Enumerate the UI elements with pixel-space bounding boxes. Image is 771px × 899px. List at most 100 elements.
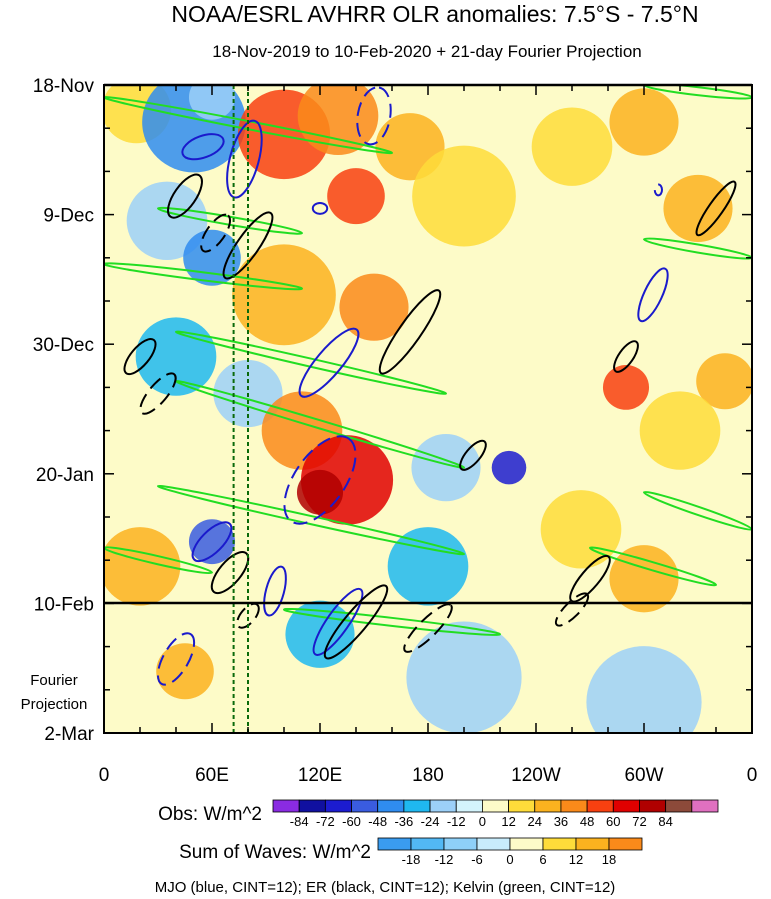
obs-level: 48: [580, 814, 594, 829]
x-tick-label: 120W: [511, 765, 561, 786]
obs-level: 84: [658, 814, 672, 829]
mjo-contour: [637, 267, 669, 323]
waves-swatch: [509, 837, 544, 851]
waves-level: -18: [402, 852, 421, 867]
kelvin-contour: [588, 546, 718, 587]
er-contour: [403, 603, 453, 653]
er-contours: [123, 173, 737, 660]
chart-subtitle: 18-Nov-2019 to 10-Feb-2020 + 21-day Four…: [212, 42, 642, 61]
obs-level: 0: [479, 814, 486, 829]
mjo-contour: [156, 632, 196, 686]
er-contour: [222, 211, 274, 280]
anomaly-blob: [327, 168, 385, 225]
er-contour: [323, 584, 389, 660]
obs-level: -36: [394, 814, 413, 829]
mjo-contour: [356, 86, 392, 146]
waves-level: 18: [602, 852, 616, 867]
waves-swatch: [476, 837, 511, 851]
anomaly-blob: [135, 317, 217, 396]
er-contour: [554, 592, 590, 627]
x-tick-label: 0: [747, 765, 758, 786]
obs-swatch: [639, 799, 667, 813]
axis-ticks: [103, 84, 753, 734]
obs-swatch: [324, 799, 352, 813]
x-tick-label: 60E: [195, 765, 229, 786]
obs-level: -72: [316, 814, 335, 829]
anomaly-blob: [156, 643, 214, 700]
er-contour: [613, 340, 639, 373]
projection-label-line1: Fourier: [30, 672, 78, 689]
obs-swatch: [560, 799, 588, 813]
waves-swatch: [443, 837, 478, 851]
er-contour: [378, 289, 442, 375]
mjo-contour: [311, 202, 329, 215]
anomaly-blob: [663, 174, 733, 243]
anomaly-blob: [696, 353, 752, 410]
y-tick-label: 10-Feb: [34, 594, 94, 615]
mjo-contour: [263, 565, 287, 617]
kelvin-contour: [282, 607, 502, 636]
anomaly-blob: [104, 527, 181, 606]
waves-level: 0: [506, 852, 513, 867]
anomaly-blob: [232, 244, 336, 346]
anomaly-blob: [188, 519, 236, 565]
plot-area: [104, 85, 752, 733]
obs-swatch: [508, 799, 536, 813]
mjo-contour: [298, 327, 360, 398]
obs-swatch: [534, 799, 562, 813]
waves-swatch: [542, 837, 577, 851]
anomaly-blob: [406, 621, 522, 733]
anomaly-blob: [296, 469, 344, 515]
obs-swatch: [482, 799, 509, 813]
er-contour: [167, 173, 203, 219]
obs-swatch: [298, 799, 326, 813]
waves-colorbar: -18 -12 -6 0 6 12 18: [377, 837, 643, 867]
obs-swatch: [351, 799, 379, 813]
obs-swatch: [612, 799, 640, 813]
waves-level: 12: [569, 852, 583, 867]
mjo-contour: [191, 521, 233, 563]
obs-level: 60: [606, 814, 620, 829]
kelvin-contour: [642, 490, 752, 531]
waves-swatch: [575, 837, 610, 851]
obs-swatch: [429, 799, 457, 813]
mjo-contour: [312, 587, 364, 656]
waves-level: 6: [539, 852, 546, 867]
obs-level: -48: [368, 814, 387, 829]
kelvin-contour: [104, 546, 214, 575]
obs-level: -84: [290, 814, 309, 829]
anomaly-blob: [602, 365, 650, 410]
x-axis-labels: 0 60E 120E 180 120W 60W 0: [99, 765, 758, 786]
anomaly-blob: [339, 273, 409, 341]
waves-legend-label: Sum of Waves: W/m^2: [179, 842, 371, 863]
anomaly-blob: [285, 600, 355, 668]
obs-swatch: [272, 799, 300, 813]
y-tick-label: 20-Jan: [36, 465, 94, 486]
waves-swatch: [410, 837, 445, 851]
y-tick-label: 2-Mar: [44, 724, 94, 745]
mjo-contour: [283, 435, 357, 525]
x-tick-label: 180: [412, 765, 444, 786]
waves-swatch: [377, 837, 412, 851]
anomaly-blob: [387, 527, 469, 606]
er-contour: [695, 180, 737, 237]
x-tick-label: 120E: [298, 765, 342, 786]
obs-level: 72: [632, 814, 646, 829]
er-contour: [459, 439, 487, 471]
x-tick-label: 60W: [624, 765, 663, 786]
obs-level: 24: [528, 814, 542, 829]
waves-level: -12: [435, 852, 454, 867]
anomaly-blob: [586, 646, 702, 733]
projection-label-line2: Projection: [21, 696, 88, 713]
anomaly-blob: [188, 85, 236, 120]
obs-level: -60: [342, 814, 361, 829]
kelvin-contour: [642, 85, 752, 100]
contour-note: MJO (blue, CINT=12); ER (black, CINT=12)…: [155, 879, 616, 896]
waves-level: -6: [471, 852, 483, 867]
y-tick-label: 30-Dec: [33, 335, 94, 356]
obs-level: 36: [554, 814, 568, 829]
anomaly-blob: [411, 434, 481, 502]
obs-swatch: [455, 799, 483, 813]
er-contour: [569, 554, 611, 603]
